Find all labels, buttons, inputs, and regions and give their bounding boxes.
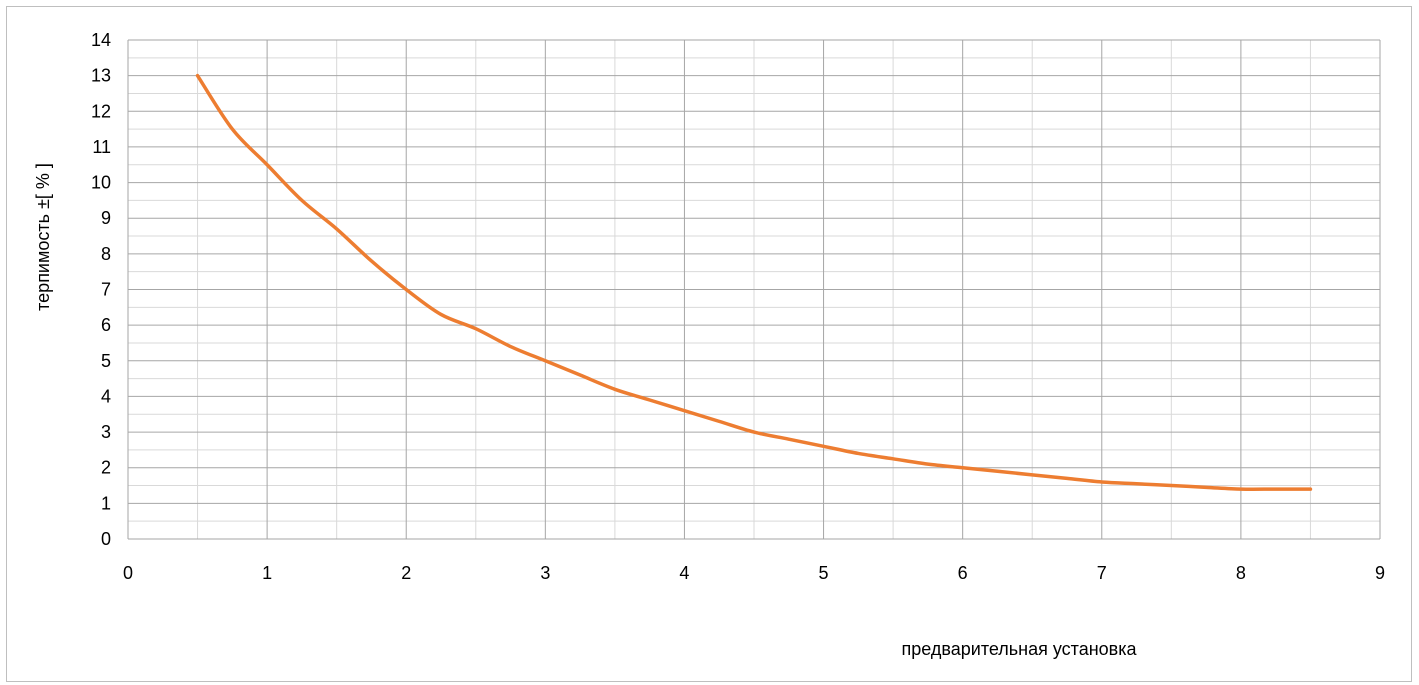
x-tick-label: 1 — [262, 563, 272, 583]
y-tick-label: 9 — [101, 208, 111, 228]
y-tick-label: 6 — [101, 315, 111, 335]
x-tick-label: 5 — [819, 563, 829, 583]
y-tick-label: 5 — [101, 351, 111, 371]
x-tick-label: 2 — [401, 563, 411, 583]
minor-grid — [128, 40, 1380, 539]
major-grid — [127, 39, 1381, 540]
x-tick-label: 9 — [1375, 563, 1385, 583]
x-tick-label: 3 — [540, 563, 550, 583]
x-axis-tick-labels: 0 1 2 3 4 5 6 7 8 9 — [123, 563, 1385, 583]
y-tick-label: 10 — [91, 173, 111, 193]
y-tick-label: 4 — [101, 386, 111, 406]
y-tick-label: 14 — [91, 30, 111, 50]
y-tick-label: 0 — [101, 529, 111, 549]
y-tick-label: 12 — [91, 101, 111, 121]
x-tick-label: 7 — [1097, 563, 1107, 583]
x-tick-label: 6 — [958, 563, 968, 583]
x-tick-label: 0 — [123, 563, 133, 583]
series-layer — [195, 73, 1313, 491]
y-axis-title: терпимость ±[ % ] — [33, 163, 53, 311]
y-tick-label: 2 — [101, 458, 111, 478]
y-tick-label: 11 — [92, 137, 111, 157]
y-tick-label: 8 — [101, 244, 111, 264]
y-tick-label: 3 — [101, 422, 111, 442]
y-tick-label: 1 — [101, 493, 111, 513]
x-tick-label: 4 — [679, 563, 689, 583]
y-tick-label: 7 — [101, 280, 111, 300]
series-line — [195, 73, 1313, 491]
x-tick-label: 8 — [1236, 563, 1246, 583]
y-tick-label: 13 — [91, 66, 111, 86]
x-axis-title: предварительная установка — [902, 639, 1138, 659]
